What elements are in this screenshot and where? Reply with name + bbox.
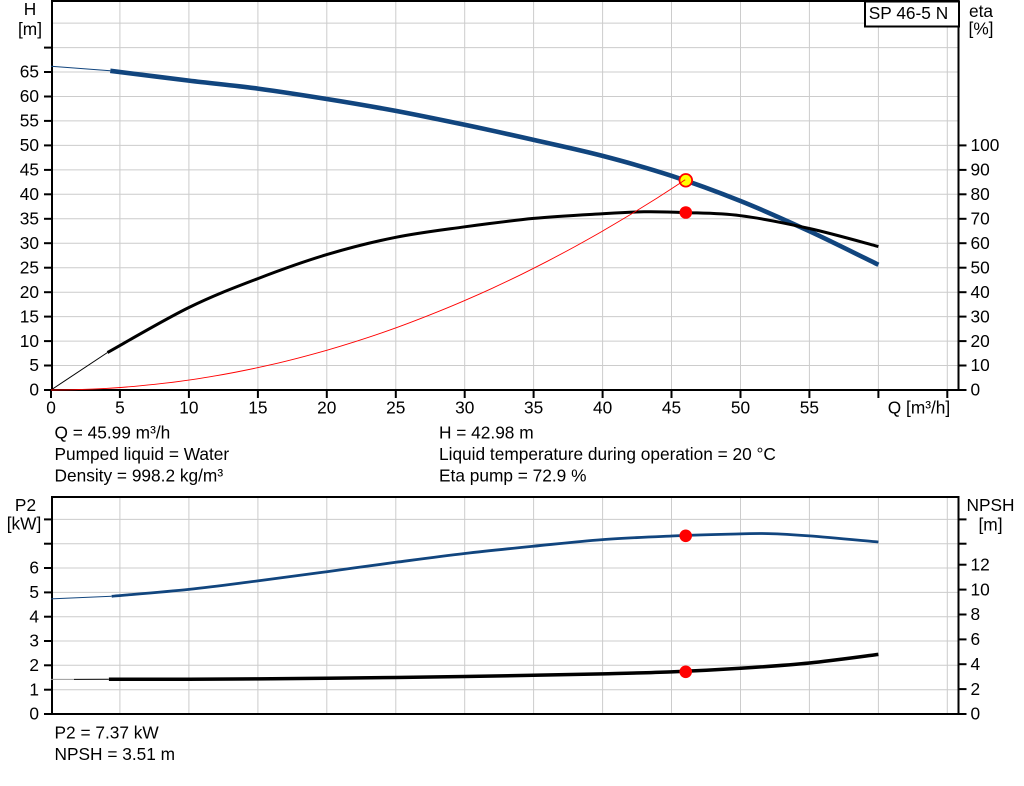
svg-text:30: 30 <box>20 233 39 253</box>
svg-text:NPSH: NPSH <box>966 495 1014 515</box>
svg-text:15: 15 <box>20 306 39 326</box>
svg-text:25: 25 <box>386 397 405 417</box>
svg-text:30: 30 <box>455 397 474 417</box>
svg-text:45: 45 <box>20 160 39 180</box>
svg-text:100: 100 <box>971 135 1000 155</box>
svg-text:25: 25 <box>20 257 39 277</box>
svg-text:H: H <box>24 0 36 19</box>
svg-text:Eta pump = 72.9 %: Eta pump = 72.9 % <box>439 466 586 486</box>
svg-text:1: 1 <box>29 679 39 699</box>
svg-text:5: 5 <box>29 582 39 602</box>
svg-text:0: 0 <box>46 397 56 417</box>
svg-text:P2: P2 <box>15 495 36 515</box>
svg-text:[m]: [m] <box>18 19 42 39</box>
svg-text:80: 80 <box>971 184 990 204</box>
svg-text:90: 90 <box>971 160 990 180</box>
svg-text:SP 46-5 N: SP 46-5 N <box>869 3 948 23</box>
svg-text:8: 8 <box>971 604 981 624</box>
svg-text:60: 60 <box>971 233 990 253</box>
svg-text:0: 0 <box>29 704 39 724</box>
svg-text:5: 5 <box>29 355 39 375</box>
svg-text:[%]: [%] <box>969 19 994 39</box>
svg-text:40: 40 <box>593 397 612 417</box>
svg-text:4: 4 <box>971 654 981 674</box>
svg-text:6: 6 <box>29 558 39 578</box>
svg-text:20: 20 <box>20 282 39 302</box>
svg-text:60: 60 <box>20 86 39 106</box>
svg-text:P2 = 7.37 kW: P2 = 7.37 kW <box>55 723 160 743</box>
svg-text:65: 65 <box>20 62 39 82</box>
svg-text:50: 50 <box>971 257 990 277</box>
svg-text:Q = 45.99 m³/h: Q = 45.99 m³/h <box>55 423 171 443</box>
svg-text:H = 42.98 m: H = 42.98 m <box>439 423 534 443</box>
svg-text:0: 0 <box>971 704 981 724</box>
svg-text:[m]: [m] <box>979 515 1003 535</box>
svg-text:2: 2 <box>29 655 39 675</box>
svg-text:10: 10 <box>179 397 198 417</box>
svg-text:35: 35 <box>20 209 39 229</box>
svg-text:50: 50 <box>20 135 39 155</box>
svg-text:35: 35 <box>524 397 543 417</box>
svg-text:70: 70 <box>971 209 990 229</box>
svg-text:Pumped liquid = Water: Pumped liquid = Water <box>55 444 230 464</box>
svg-text:55: 55 <box>20 111 39 131</box>
svg-text:NPSH = 3.51 m: NPSH = 3.51 m <box>55 744 176 764</box>
svg-text:Density = 998.2 kg/m³: Density = 998.2 kg/m³ <box>55 466 224 486</box>
svg-text:15: 15 <box>248 397 267 417</box>
svg-text:Liquid temperature during oper: Liquid temperature during operation = 20… <box>439 444 776 464</box>
svg-text:30: 30 <box>971 306 990 326</box>
svg-text:10: 10 <box>971 579 990 599</box>
svg-text:10: 10 <box>971 355 990 375</box>
svg-text:3: 3 <box>29 631 39 651</box>
svg-text:40: 40 <box>971 282 990 302</box>
svg-text:4: 4 <box>29 606 39 626</box>
svg-text:6: 6 <box>971 629 981 649</box>
svg-text:0: 0 <box>971 380 981 400</box>
svg-text:20: 20 <box>317 397 336 417</box>
svg-text:[kW]: [kW] <box>7 514 42 534</box>
svg-text:20: 20 <box>971 331 990 351</box>
svg-text:10: 10 <box>20 331 39 351</box>
svg-text:0: 0 <box>29 380 39 400</box>
svg-text:12: 12 <box>971 554 990 574</box>
svg-text:40: 40 <box>20 184 39 204</box>
svg-text:45: 45 <box>662 397 681 417</box>
svg-text:50: 50 <box>731 397 750 417</box>
svg-text:Q [m³/h]: Q [m³/h] <box>888 397 950 417</box>
svg-text:55: 55 <box>800 397 819 417</box>
svg-text:5: 5 <box>115 397 125 417</box>
svg-text:2: 2 <box>971 679 981 699</box>
